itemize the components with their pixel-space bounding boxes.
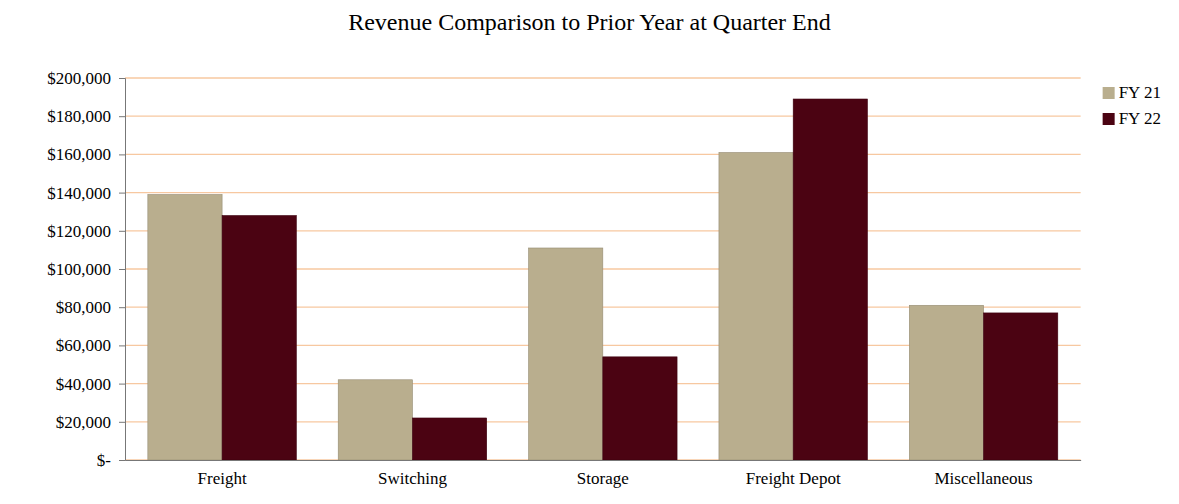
- bar: [909, 305, 983, 460]
- y-tick: $180,000: [47, 107, 125, 126]
- chart: Revenue Comparison to Prior Year at Quar…: [0, 0, 1179, 504]
- bar: [412, 418, 486, 460]
- grid-line: [125, 116, 1081, 117]
- x-tick-label: Switching: [378, 469, 447, 488]
- bar: [793, 99, 867, 460]
- y-tick-label: $100,000: [47, 260, 111, 279]
- x-tick-label: Freight: [198, 469, 247, 488]
- y-tick-label: $160,000: [47, 145, 111, 164]
- legend-label: FY 22: [1119, 109, 1161, 128]
- bar: [529, 248, 603, 460]
- y-tick-label: $40,000: [56, 375, 111, 394]
- grid-line: [125, 154, 1081, 155]
- x-axis-line: [126, 460, 1082, 461]
- x-tick-label: Storage: [577, 469, 629, 488]
- grid-line: [125, 192, 1081, 193]
- x-tick: Storage: [577, 460, 629, 488]
- y-tick-label: $180,000: [47, 107, 111, 126]
- title: Revenue Comparison to Prior Year at Quar…: [348, 9, 831, 35]
- plot: $- $20,000 $40,000 $60,000 $80,000 $100,000 $1…: [47, 69, 1081, 488]
- y-tick-mark: [119, 154, 125, 155]
- x-tick: Switching: [378, 460, 447, 488]
- y-tick-mark: [119, 269, 125, 270]
- y-tick: $20,000: [56, 413, 125, 432]
- y-tick-label: $80,000: [56, 298, 111, 317]
- y-axis-line: [119, 79, 126, 461]
- y-tick: $120,000: [47, 222, 125, 241]
- x-tick-label: Miscellaneous: [934, 469, 1032, 488]
- x-tick-label: Freight Depot: [746, 469, 841, 488]
- bar: [984, 313, 1058, 460]
- bar: [603, 357, 677, 460]
- y-tick-mark: [119, 460, 125, 461]
- y-tick-mark: [119, 384, 125, 385]
- bar: [222, 216, 296, 460]
- y-tick-mark: [119, 422, 125, 423]
- bars: [148, 99, 1058, 460]
- y-tick-mark: [119, 231, 125, 232]
- x-tick: Freight: [198, 460, 247, 488]
- y-tick-mark: [119, 345, 125, 346]
- legend-swatch: [1103, 113, 1115, 125]
- y-tick-label: $120,000: [47, 222, 111, 241]
- y-tick: $-: [97, 451, 125, 470]
- legend-item: FY 21: [1103, 83, 1161, 102]
- x-tick: Miscellaneous: [934, 460, 1032, 488]
- y-tick-mark: [119, 307, 125, 308]
- legend-item: FY 22: [1103, 109, 1161, 128]
- y-axis: $- $20,000 $40,000 $60,000 $80,000 $100,000 $1…: [47, 69, 125, 470]
- y-tick-label: $60,000: [56, 336, 111, 355]
- y-tick: $160,000: [47, 145, 125, 164]
- y-tick: $140,000: [47, 184, 125, 203]
- y-tick: $60,000: [56, 336, 125, 355]
- grid-line: [125, 77, 1081, 78]
- y-tick-mark: [119, 193, 125, 194]
- x-axis: Freight Switching Storage Freight Depot Misc…: [126, 460, 1082, 488]
- y-tick-label: $20,000: [56, 413, 111, 432]
- y-tick-mark: [119, 78, 125, 79]
- y-tick-mark: [119, 116, 125, 117]
- legend-swatch: [1103, 87, 1115, 99]
- y-tick-label: $-: [97, 451, 112, 470]
- legend: FY 21 FY 22: [1103, 83, 1161, 128]
- bar: [148, 195, 222, 460]
- y-tick-label: $200,000: [47, 69, 111, 88]
- y-tick: $40,000: [56, 375, 125, 394]
- y-tick: $200,000: [47, 69, 125, 88]
- grid: [125, 78, 1081, 460]
- x-tick: Freight Depot: [746, 460, 841, 488]
- legend-label: FY 21: [1119, 83, 1161, 102]
- bar: [719, 152, 793, 460]
- y-tick: $80,000: [56, 298, 125, 317]
- y-tick: $100,000: [47, 260, 125, 279]
- bar: [338, 380, 412, 460]
- y-tick-label: $140,000: [47, 184, 111, 203]
